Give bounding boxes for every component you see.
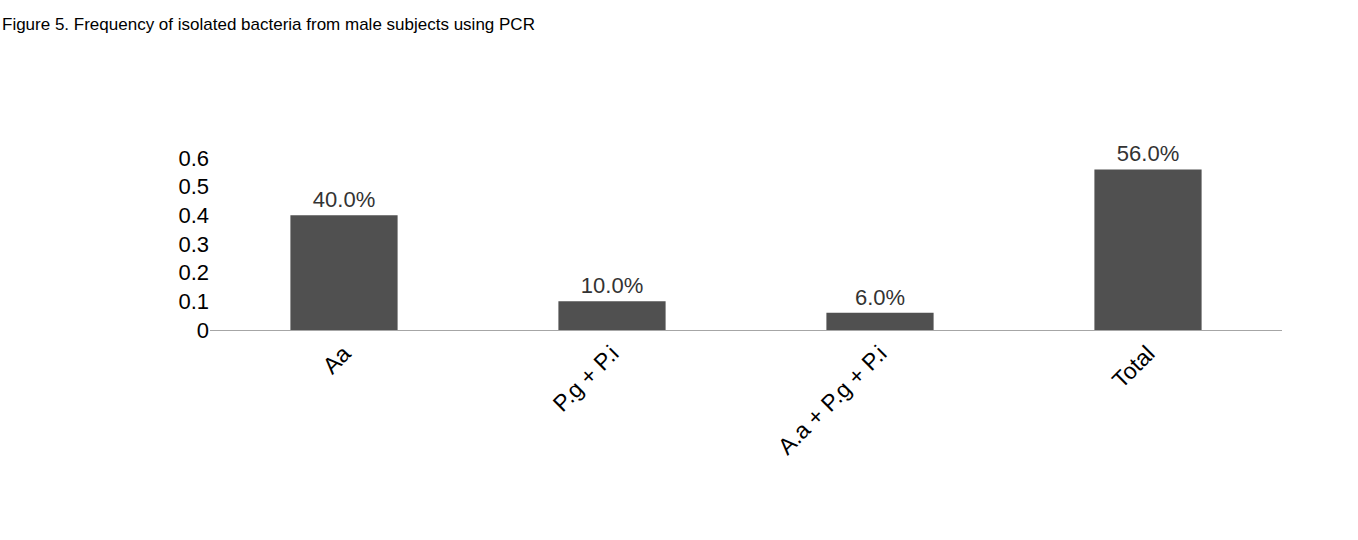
svg-text:40.0%: 40.0%: [313, 187, 375, 212]
svg-text:0.3: 0.3: [178, 232, 209, 257]
svg-text:0.4: 0.4: [178, 203, 209, 228]
svg-text:Total: Total: [1107, 340, 1160, 393]
svg-text:0.2: 0.2: [178, 260, 209, 285]
svg-text:Figure 5. Frequency of isolate: Figure 5. Frequency of isolated bacteria…: [2, 15, 535, 34]
svg-text:P.g + P.i: P.g + P.i: [548, 340, 624, 416]
svg-text:0: 0: [197, 318, 209, 343]
svg-text:0.6: 0.6: [178, 146, 209, 171]
svg-text:0.1: 0.1: [178, 289, 209, 314]
svg-text:0.5: 0.5: [178, 174, 209, 199]
svg-text:A.a + P.g + P.i: A.a + P.g + P.i: [773, 340, 892, 459]
svg-text:Aa: Aa: [317, 340, 355, 378]
svg-text:10.0%: 10.0%: [581, 273, 643, 298]
svg-text:6.0%: 6.0%: [855, 285, 905, 310]
svg-text:56.0%: 56.0%: [1117, 141, 1179, 166]
